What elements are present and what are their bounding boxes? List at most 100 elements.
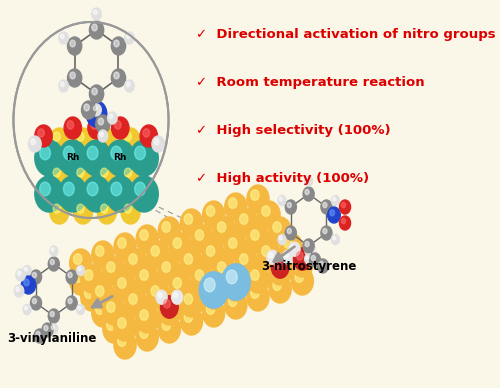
Circle shape — [180, 249, 203, 277]
Circle shape — [35, 176, 64, 212]
Circle shape — [140, 328, 148, 338]
Circle shape — [16, 269, 26, 281]
Circle shape — [323, 229, 327, 234]
Circle shape — [332, 196, 340, 206]
Circle shape — [224, 233, 247, 261]
Circle shape — [305, 241, 309, 247]
Circle shape — [214, 217, 236, 245]
Circle shape — [103, 297, 125, 325]
Circle shape — [226, 270, 237, 284]
Circle shape — [106, 320, 115, 331]
Circle shape — [130, 140, 158, 176]
Circle shape — [280, 233, 302, 261]
Circle shape — [23, 305, 31, 315]
Circle shape — [124, 168, 132, 177]
Circle shape — [247, 283, 269, 311]
Circle shape — [109, 114, 113, 119]
Circle shape — [204, 278, 215, 292]
Circle shape — [160, 296, 178, 318]
Circle shape — [100, 132, 108, 141]
Circle shape — [106, 176, 134, 212]
Circle shape — [136, 243, 158, 271]
Circle shape — [273, 222, 281, 232]
Circle shape — [98, 118, 103, 125]
Circle shape — [172, 290, 182, 304]
Circle shape — [134, 146, 145, 160]
Circle shape — [98, 130, 108, 142]
Circle shape — [274, 260, 281, 268]
Circle shape — [269, 235, 291, 263]
Circle shape — [96, 115, 110, 133]
Circle shape — [340, 216, 350, 230]
Circle shape — [152, 136, 164, 152]
Circle shape — [118, 296, 126, 307]
Circle shape — [58, 140, 87, 176]
Circle shape — [70, 267, 92, 295]
Circle shape — [147, 281, 170, 309]
Circle shape — [108, 112, 117, 124]
Circle shape — [250, 288, 259, 298]
Circle shape — [192, 283, 214, 311]
Circle shape — [158, 315, 180, 343]
Circle shape — [173, 256, 182, 267]
Circle shape — [68, 272, 72, 278]
Circle shape — [98, 200, 116, 224]
Circle shape — [40, 182, 50, 196]
Circle shape — [206, 224, 215, 234]
Circle shape — [218, 262, 226, 272]
Circle shape — [284, 253, 288, 258]
Circle shape — [60, 34, 64, 38]
Circle shape — [126, 34, 130, 38]
Circle shape — [196, 230, 203, 241]
Circle shape — [304, 176, 312, 186]
Circle shape — [228, 198, 237, 208]
Circle shape — [295, 272, 304, 282]
Circle shape — [74, 272, 82, 282]
Circle shape — [100, 204, 108, 213]
Circle shape — [136, 323, 158, 351]
Circle shape — [162, 262, 170, 272]
Circle shape — [282, 250, 294, 264]
Circle shape — [224, 251, 247, 279]
Circle shape — [77, 204, 84, 213]
Circle shape — [287, 229, 292, 234]
Circle shape — [32, 298, 36, 304]
Circle shape — [50, 164, 69, 188]
Circle shape — [106, 302, 115, 312]
Circle shape — [303, 239, 314, 253]
Circle shape — [173, 278, 182, 288]
Circle shape — [22, 276, 36, 294]
Circle shape — [184, 312, 192, 322]
Circle shape — [224, 211, 247, 239]
Circle shape — [24, 306, 28, 310]
Circle shape — [100, 132, 103, 137]
Circle shape — [16, 287, 20, 292]
Circle shape — [136, 305, 158, 333]
Circle shape — [84, 270, 93, 281]
Circle shape — [180, 227, 203, 255]
Circle shape — [291, 267, 314, 295]
Circle shape — [111, 182, 122, 196]
Circle shape — [80, 283, 103, 311]
Circle shape — [125, 249, 147, 277]
Circle shape — [184, 232, 192, 242]
Circle shape — [330, 210, 334, 216]
Circle shape — [100, 168, 108, 177]
Circle shape — [30, 270, 42, 284]
Circle shape — [68, 69, 82, 87]
Circle shape — [291, 244, 295, 250]
Circle shape — [114, 72, 119, 79]
Circle shape — [240, 254, 248, 264]
Circle shape — [134, 182, 145, 196]
Circle shape — [30, 296, 42, 310]
Circle shape — [106, 280, 115, 290]
Circle shape — [287, 203, 292, 208]
Circle shape — [103, 275, 125, 303]
Circle shape — [82, 176, 111, 212]
Circle shape — [240, 272, 248, 282]
Circle shape — [118, 256, 126, 267]
Circle shape — [228, 296, 237, 307]
Circle shape — [247, 243, 269, 271]
Circle shape — [196, 288, 203, 298]
Circle shape — [50, 312, 54, 317]
